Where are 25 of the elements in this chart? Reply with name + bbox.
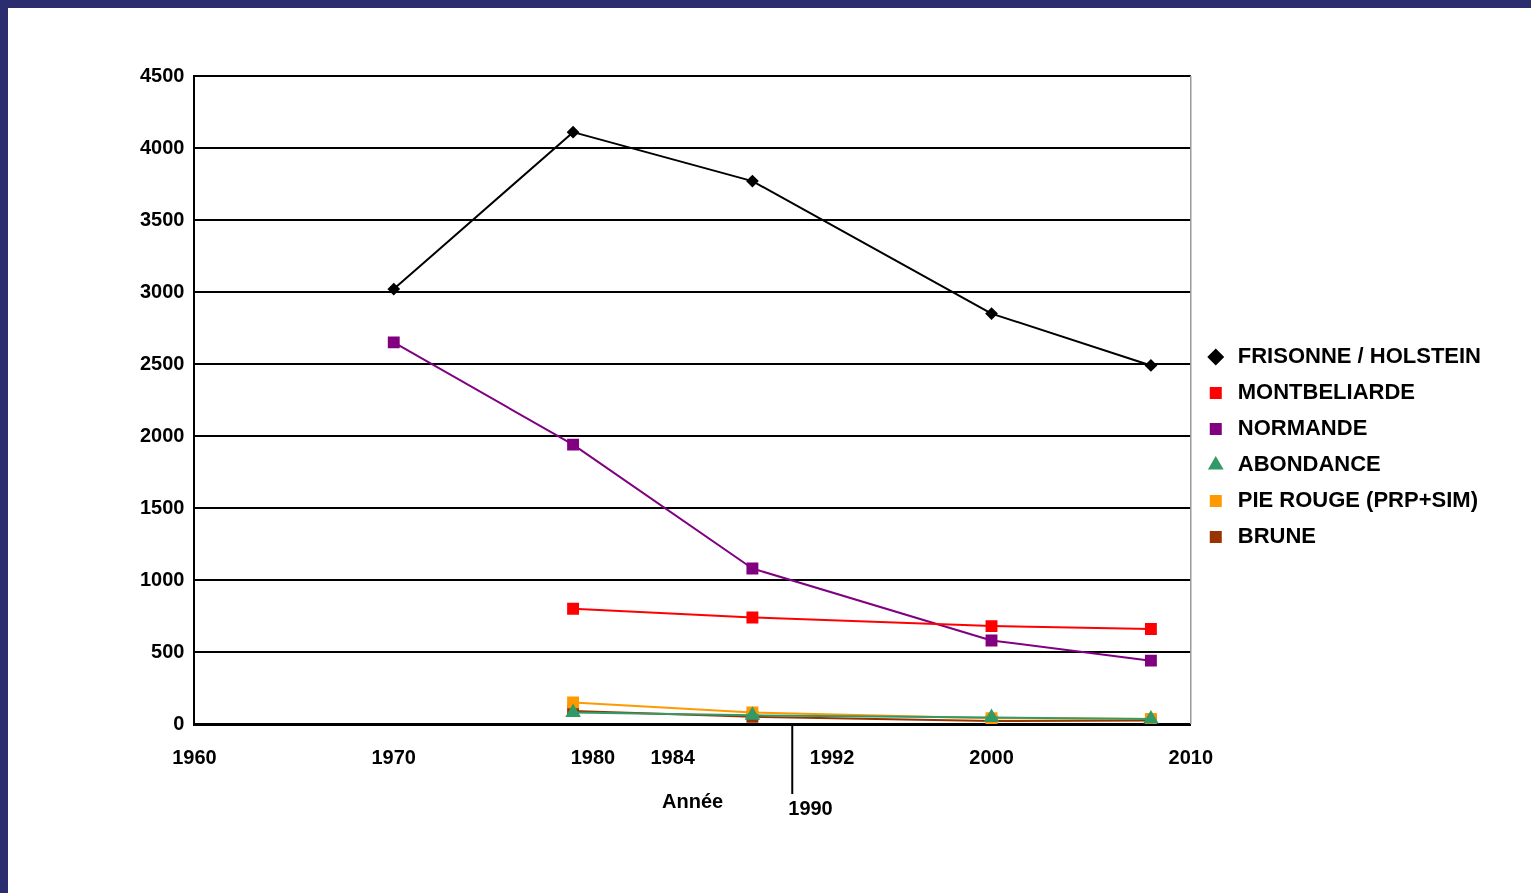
- y-tick-label: 3000: [139, 279, 185, 302]
- x-tick-label: 1970: [371, 745, 416, 768]
- legend-label: PIE ROUGE (PRP+SIM): [1237, 487, 1478, 513]
- legend-label: FRISONNE / HOLSTEIN: [1237, 343, 1482, 369]
- x-tick-label: 1980: [570, 745, 616, 768]
- x-tick-label: 1992: [809, 745, 855, 768]
- legend-label: MONTBELIARDE: [1237, 379, 1415, 405]
- y-tick-label: 3500: [139, 207, 185, 230]
- y-tick-label: 1000: [139, 567, 185, 590]
- y-tick-label: 2000: [139, 423, 185, 446]
- y-tick-label: 0: [173, 711, 185, 734]
- y-tick-label: 4000: [139, 135, 185, 158]
- y-tick-label: 500: [151, 639, 185, 662]
- x-tick-label: 1984: [650, 745, 696, 768]
- x-axis-title: Année: [662, 789, 724, 812]
- legend-label: ABONDANCE: [1237, 451, 1381, 477]
- y-tick-label: 1500: [139, 495, 185, 518]
- ref-line-label: 1990: [788, 796, 833, 819]
- y-tick-label: 4500: [139, 63, 185, 86]
- legend-label: NORMANDE: [1237, 415, 1368, 441]
- x-tick-label: 1960: [172, 745, 217, 768]
- y-tick-label: 2500: [139, 351, 185, 374]
- legend-label: BRUNE: [1237, 523, 1316, 549]
- x-tick-label: 2000: [969, 745, 1014, 768]
- x-tick-label: 2010: [1168, 745, 1214, 768]
